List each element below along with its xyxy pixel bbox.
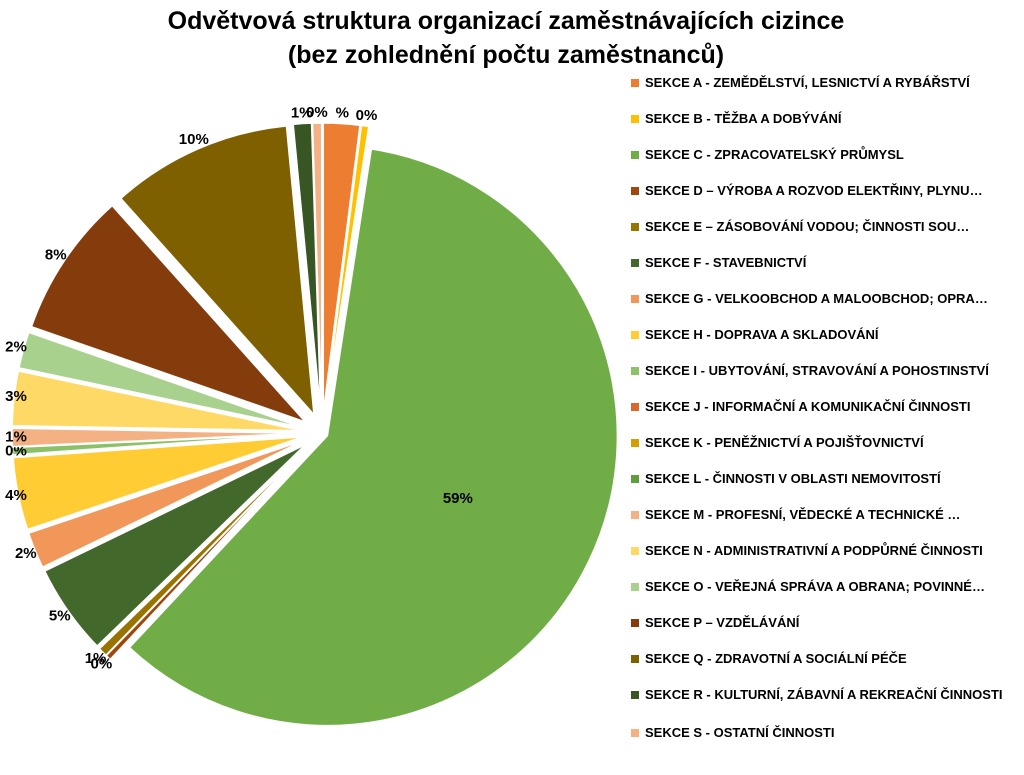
data-label-18: 1% [291,105,313,122]
legend-swatch [631,295,639,303]
data-label-1: % [336,105,349,122]
legend-label: SEKCE J - INFORMAČNÍ A KOMUNIKAČNÍ ČINNO… [645,399,971,414]
legend-label: SEKCE P – VZDĚLÁVÁNÍ [645,615,800,630]
legend-swatch [631,439,639,447]
pie-slice-15 [18,331,303,429]
pie-slice-9 [11,433,303,456]
pie-slice-18 [292,122,322,414]
pie-slice-13 [11,427,303,448]
chart-subtitle: (bez zohlednění počtu zaměstnanců) [287,41,725,69]
pie-slice-6 [43,443,307,648]
data-label-14: 3% [5,388,27,405]
legend-swatch [631,259,639,267]
legend-label: SEKCE L - ČINNOSTI V OBLASTI NEMOVITOSTÍ [645,471,941,486]
data-label-2: 0% [356,107,378,124]
legend-swatch [631,729,639,737]
legend-swatch [631,583,639,591]
legend-label: SEKCE D – VÝROBA A ROZVOD ELEKTŘINY, PLY… [645,183,983,198]
legend-swatch [631,223,639,231]
legend-swatch [631,79,639,87]
legend-swatch [631,151,639,159]
legend-swatch [631,403,639,411]
chart-title-block: Odvětvová struktura organizací zaměstnáv… [0,4,1012,72]
legend-swatch [631,691,639,699]
legend-swatch [631,115,639,123]
legend-label: SEKCE B - TĚŽBA A DOBÝVÁNÍ [645,111,842,126]
pie-slice-16 [30,204,308,424]
data-label-15: 2% [5,338,27,355]
data-label-17: 10% [179,131,209,148]
data-label-19: 0% [306,104,328,121]
data-label-6: 5% [49,607,71,624]
pie-slice-2 [324,124,370,414]
legend-label: SEKCE A - ZEMĚDĚLSTVÍ, LESNICTVÍ A RYBÁŘ… [645,75,970,90]
legend-label: SEKCE E – ZÁSOBOVÁNÍ VODOU; ČINNOSTI SOU… [645,219,970,234]
legend-swatch [631,475,639,483]
chart-title: Odvětvová struktura organizací zaměstnáv… [167,7,845,35]
legend-swatch [631,547,639,555]
data-label-9: 0% [5,443,27,460]
data-label-16: 8% [45,246,67,263]
legend-swatch [631,187,639,195]
legend-swatch [631,331,639,339]
pie-slice-8 [12,436,303,531]
legend-label: SEKCE N - ADMINISTRATIVNÍ A PODPŮRNÉ ČIN… [645,543,983,558]
legend-label: SEKCE H - DOPRAVA A SKLADOVÁNÍ [645,327,879,342]
legend-label: SEKCE I - UBYTOVÁNÍ, STRAVOVÁNÍ A POHOST… [645,363,989,378]
legend-swatch [631,619,639,627]
data-label-4: 0% [91,656,113,673]
legend-label: SEKCE M - PROFESNÍ, VĚDECKÉ A TECHNICKÉ … [645,507,961,522]
data-label-13: 1% [5,429,27,446]
legend-label: SEKCE G - VELKOOBCHOD A MALOOBCHOD; OPRA… [645,291,988,306]
pie-slice-14 [11,370,303,432]
data-label-3: 59% [443,490,473,507]
legend-label: SEKCE K - PENĚŽNICTVÍ A POJIŠŤOVNICTVÍ [645,435,924,450]
pie-slice-3 [128,148,619,727]
pie-slice-19 [311,122,323,414]
legend-label: SEKCE S - OSTATNÍ ČINNOSTI [645,725,835,740]
legend-label: SEKCE C - ZPRACOVATELSKÝ PRŮMYSL [645,147,904,162]
pie-slice-7 [27,439,304,569]
pie-slice-5 [98,446,309,657]
legend-label: SEKCE F - STAVEBNICTVÍ [645,255,807,270]
data-label-8: 4% [5,487,27,504]
legend-label: SEKCE O - VEŘEJNÁ SPRÁVA A OBRANA; POVIN… [645,579,985,594]
data-label-7: 2% [15,545,37,562]
legend-label: SEKCE Q - ZDRAVOTNÍ A SOCIÁLNÍ PÉČE [645,651,907,666]
legend-label: SEKCE R - KULTURNÍ, ZÁBAVNÍ A REKREAČNÍ … [645,687,1003,702]
pie-slice-1 [322,122,361,414]
data-label-5: 1% [85,650,107,667]
legend-swatch [631,655,639,663]
pie-slice-17 [119,125,315,417]
legend-swatch [631,511,639,519]
legend-swatch [631,367,639,375]
